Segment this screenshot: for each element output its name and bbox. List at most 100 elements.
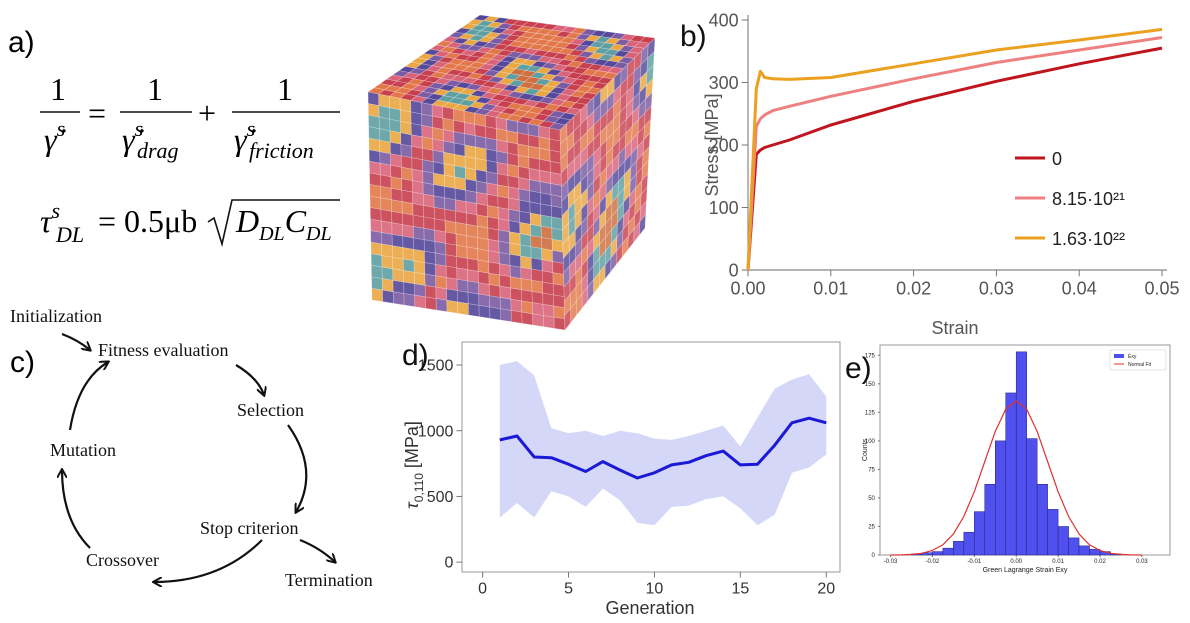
cube-cell [457,257,468,270]
cube-cell [392,246,403,259]
cube-cell [477,215,488,228]
cube-cell [478,283,489,296]
cube-cell [522,312,533,325]
cube-cell [542,282,553,295]
cube-cell [509,209,520,222]
numerator: 1 [50,71,66,107]
cube-cell [532,280,543,293]
cube-cell [381,198,392,211]
panel-label: c) [10,346,35,379]
cube-cell [532,291,543,304]
cube-cell [436,287,447,300]
cycle-step: Mutation [50,440,116,460]
cube-cell [414,272,425,285]
cube-cell [510,243,521,256]
y-tick-label: 25 [868,525,875,531]
cube-cell [477,204,488,217]
cube-cell [372,277,383,290]
cube-cell [382,290,393,303]
subscript: DL [258,223,285,245]
denominator: γ̇sdrag [122,116,179,163]
cube-cell [403,271,414,284]
denominator: γ̇sfriction [234,116,314,163]
cube-cell [476,192,487,205]
cube-cell [455,177,466,190]
cube-cell [433,173,444,186]
cube-cell [488,217,499,230]
cycle-step: Crossover [86,550,159,570]
cube-cell [455,200,466,213]
cube-cell [414,261,425,274]
cycle-step: Termination [285,570,373,590]
cube-cell [392,234,403,247]
cube-cell [455,188,466,201]
cube-cell [390,154,401,167]
cube-cell [500,309,511,322]
cube-cell [435,253,446,266]
cube-cell [380,186,391,199]
cube-cell [542,249,553,262]
arrow [70,362,108,430]
y-tick-label: 0 [872,553,876,559]
cube-cell [499,230,510,243]
cube-cell [401,156,412,169]
cube-cell [510,265,521,278]
cube-cell [488,251,499,264]
arrow [236,365,264,395]
legend-label: Normal Fit [1128,362,1152,368]
cube-cell [414,249,425,262]
cube-cell [391,165,402,178]
cube-cell [499,264,510,277]
cube-cell [541,215,552,228]
bar [953,541,963,555]
cube-cell [490,307,501,320]
cube-cell [446,243,457,256]
cube-cell [372,288,383,301]
figure: a) c) 1 γ̇s = 1 γ̇sdrag + 1 γ̇sfriction … [0,0,1190,623]
cube-cell [413,192,424,205]
cube-cell [425,274,436,287]
cube-cell [531,236,542,249]
cube-cell [457,291,468,304]
label-part: [MPa] [402,421,422,473]
x-axis-label: Green Lagrange Strain Exy [983,567,1068,574]
cube-illustration [368,15,655,330]
cube-cell [403,248,414,261]
cube-cell [369,161,380,174]
x-tick-label: 20 [817,581,835,598]
cube-cell [456,211,467,224]
cube-cell [435,242,446,255]
y-axis-label: Counts [862,438,869,461]
cube-cell [402,179,413,192]
x-tick-label: 0.01 [813,278,848,298]
cube-cell [500,286,511,299]
cube-cell [498,207,509,220]
cube-cell [552,217,563,230]
cube-cell [380,152,391,165]
y-tick-label: 75 [868,468,875,474]
cube-cell [511,310,522,323]
cube-cell [423,205,434,218]
legend-label: 1.63·10²² [1052,229,1125,249]
x-tick-label: 15 [731,581,749,598]
cube-cell [393,292,404,305]
cube-cell [489,262,500,275]
cube-cell [487,194,498,207]
x-tick-label: 0.01 [1052,559,1064,565]
cube-cell [543,293,554,306]
bar [964,532,974,555]
cube-cell [478,260,489,273]
cube-cell [424,217,435,230]
cube-cell [403,259,414,272]
cube-cell [487,205,498,218]
bar [1058,526,1068,555]
cube-cell [456,222,467,235]
x-tick-label: 0.02 [896,278,931,298]
x-tick-label: 0.03 [979,278,1014,298]
cube-cell [542,271,553,284]
cube-cell [391,188,402,201]
cube-cell [530,213,541,226]
cube-cell [468,292,479,305]
cube-cell [511,299,522,312]
